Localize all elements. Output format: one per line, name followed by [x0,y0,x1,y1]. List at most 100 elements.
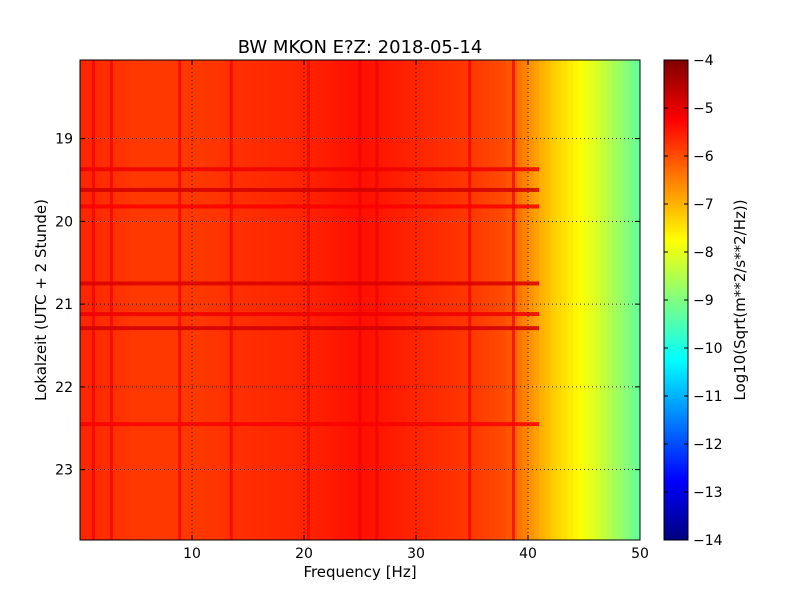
spectral-line [375,60,379,540]
y-tick-label: 23 [55,463,73,479]
x-tick-label: 20 [295,546,313,562]
spectrogram-column [309,60,316,540]
spectrogram-column [539,60,546,540]
colorbar: −4 −5 −6 −7 −8 −9 −10 −11 −12 −13 −14 Log10(Sqrt(m… [663,53,749,549]
colorbar-tick-label: −6 [693,149,714,165]
spectrogram-column [231,60,238,540]
x-tick-label: 50 [631,546,649,562]
spectrogram-column [236,60,243,540]
spectrogram-column [141,60,148,540]
spectrogram-column [438,60,445,540]
spectrogram-column [550,60,557,540]
spectrogram-column [612,60,619,540]
spectrogram-column [208,60,215,540]
spectrogram-column [584,60,591,540]
spectrogram-column [147,60,154,540]
spectrogram-column [628,60,635,540]
spectrogram-column [343,60,350,540]
spectrogram-column [371,60,378,540]
time-band [80,281,540,286]
time-band [80,204,540,209]
spectral-line [91,60,95,540]
spectrogram-column [561,60,568,540]
chart-title: BW MKON E?Z: 2018-05-14 [238,37,483,58]
spectrogram-column [225,60,232,540]
colorbar-tick-label: −10 [693,341,723,357]
spectrogram-column [130,60,137,540]
spectrogram-column [595,60,602,540]
spectrogram-column [152,60,159,540]
y-axis-label: Lokalzeit (UTC + 2 Stunde) [32,199,50,401]
time-band [80,167,540,172]
spectrogram-column [180,60,187,540]
colorbar-tick-label: −8 [693,245,714,261]
spectrogram-column [298,60,305,540]
spectrogram-column [427,60,434,540]
spectrogram-column [354,60,361,540]
colorbar-tick-label: −11 [693,389,723,405]
x-tick-label: 40 [519,546,537,562]
spectrogram-column [528,60,535,540]
spectral-line [306,60,310,540]
spectrogram-column [192,60,199,540]
spectrogram-column [365,60,372,540]
spectrogram-column [197,60,204,540]
colorbar-tick-label: −7 [693,197,714,213]
spectrogram-column [404,60,411,540]
spectrogram-column [505,60,512,540]
spectrogram-column [220,60,227,540]
spectral-line [468,60,472,540]
spectrogram-column [483,60,490,540]
spectrogram-column [360,60,367,540]
colorbar-tick-label: −14 [693,533,723,549]
spectrogram-column [96,60,103,540]
spectrogram-column [264,60,271,540]
spectrogram-column [85,60,92,540]
spectrogram-column [382,60,389,540]
spectrogram-column [253,60,260,540]
y-tick-label: 22 [55,380,73,396]
spectral-line [358,60,362,540]
colorbar-tick-label: −13 [693,485,723,501]
spectrogram-column [158,60,165,540]
plot-frame [79,59,641,541]
spectrogram-column [500,60,507,540]
spectrogram-column [169,60,176,540]
spectrogram-column [287,60,294,540]
spectrogram-column [113,60,120,540]
spectrogram-column [136,60,143,540]
spectrogram-column [348,60,355,540]
x-axis: 10 20 30 40 50 [183,60,649,562]
spectrogram-column [634,60,640,540]
spectrogram-column [292,60,299,540]
spectrogram-column [102,60,109,540]
spectrogram-column [589,60,596,540]
colorbar-label: Log10(Sqrt(m**2/s**2/Hz)) [731,199,749,400]
spectrogram-column [455,60,462,540]
time-band [80,312,540,317]
spectrogram-column [578,60,585,540]
spectrogram-column [281,60,288,540]
spectrogram-column [449,60,456,540]
spectrogram-column [488,60,495,540]
spectrogram-column [600,60,607,540]
spectrogram-column [270,60,277,540]
spectrogram-column [432,60,439,540]
spectrogram-column [460,60,467,540]
spectral-line [511,60,515,540]
y-tick-label: 20 [55,214,73,230]
spectrogram-column [472,60,479,540]
spectrogram-column [567,60,574,540]
spectrogram-column [516,60,523,540]
spectrogram-column [444,60,451,540]
spectrogram-column [337,60,344,540]
colorbar-tick-label: −9 [693,293,714,309]
spectrogram-column [544,60,551,540]
spectrogram-column [399,60,406,540]
spectrogram-column [332,60,339,540]
time-band [80,326,540,331]
spectral-line [229,60,233,540]
spectral-line [109,60,113,540]
x-tick-label: 10 [183,546,201,562]
